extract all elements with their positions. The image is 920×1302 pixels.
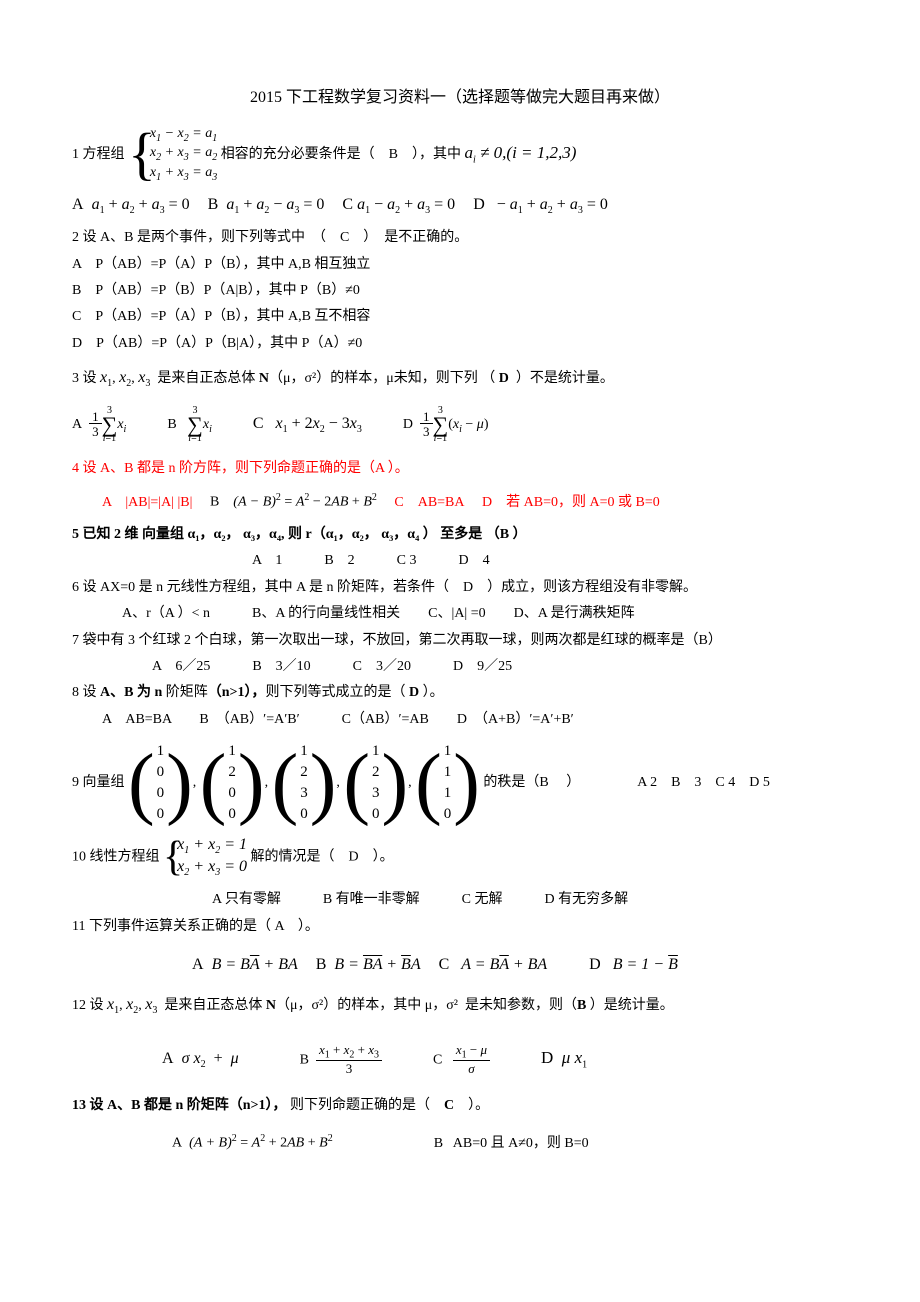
q11-line: 11 下列事件运算关系正确的是（ A ）。	[72, 916, 848, 938]
q9-opts: A 2 B 3 C 4 D 5	[637, 775, 770, 790]
q9-vec2: (1200)	[200, 741, 265, 825]
q11-options: A B = BA + BA B B = BA + BA C A = BA + B…	[192, 952, 848, 978]
q1-opt-a: A a1 + a2 + a3 = 0	[72, 192, 190, 219]
q1-opt-c: C a1 − a2 + a3 = 0	[342, 192, 455, 219]
q4-opt-b: B (A − B)2 = A2 − 2AB + B2	[210, 490, 377, 514]
q3-options: A 133∑i=1xi B 3∑i=1xi C x1 + 2x2 − 3x3 D…	[72, 406, 848, 444]
q9-vec5: (1110)	[415, 741, 480, 825]
q1-opt-d: D − a1 + a2 + a3 = 0	[473, 192, 608, 219]
q6-opts: A、r（A ）< n B、A 的行向量线性相关 C、|A| =0 D、A 是行满…	[72, 603, 848, 625]
q4-line: 4 设 A、B 都是 n 阶方阵，则下列命题正确的是（A ）。	[72, 458, 848, 480]
q6-line: 6 设 AX=0 是 n 元线性方程组，其中 A 是 n 阶矩阵，若条件（ D …	[72, 577, 848, 599]
q2-a: A P（AB）=P（A）P（B），其中 A,B 相互独立	[72, 254, 848, 276]
q1-cond: ai ≠ 0,(i = 1,2,3)	[465, 143, 577, 162]
q13-opt-b: B AB=0 且 A≠0，则 B=0	[434, 1133, 589, 1155]
q2-b: B P（AB）=P（B）P（A|B），其中 P（B）≠0	[72, 280, 848, 302]
q13-options: A (A + B)2 = A2 + 2AB + B2 B AB=0 且 A≠0，…	[172, 1131, 848, 1155]
q4-options: A |AB|=|A| |B| B (A − B)2 = A2 − 2AB + B…	[102, 490, 848, 514]
question-1: 1 方程组 { x1 − x2 = a1 x2 + x3 = a2 x1 + x…	[72, 125, 848, 184]
q2-line: 2 设 A、B 是两个事件，则下列等式中 （ C ） 是不正确的。	[72, 227, 848, 249]
q11-opt-a: A B = BA + BA	[192, 952, 298, 978]
q13-line: 13 设 A、B 都是 n 阶矩阵（n>1）， 则下列命题正确的是（ C ）。	[72, 1095, 848, 1117]
q13-opt-a: A (A + B)2 = A2 + 2AB + B2	[172, 1131, 333, 1155]
q10-prefix: 10 线性方程组	[72, 849, 160, 864]
q9-suffix: 的秩是（B ）	[483, 775, 580, 790]
q9-vec3: (1230)	[272, 741, 337, 825]
q7-opts: A 6／25 B 3／10 C 3／20 D 9／25	[72, 656, 848, 678]
q2-c: C P（AB）=P（A）P（B），其中 A,B 互不相容	[72, 306, 848, 328]
q5-opts: A 1 B 2 C 3 D 4	[72, 550, 848, 572]
page-title: 2015 下工程数学复习资料一（选择题等做完大题目再来做）	[72, 85, 848, 111]
q4-opt-d: D 若 AB=0，则 A=0 或 B=0	[482, 492, 660, 514]
q8-line: 8 设 A、B 为 n 阶矩阵（n>1），则下列等式成立的是（ D ）。	[72, 682, 848, 704]
q10: 10 线性方程组 { x1 + x2 = 1 x2 + x3 = 0 解的情况是…	[72, 835, 848, 879]
q4-opt-a: A |AB|=|A| |B|	[102, 492, 192, 514]
q10-eq1: x1 + x2 = 1	[177, 835, 247, 857]
q9-prefix: 9 向量组	[72, 775, 128, 790]
q8-opts: A AB=BA B （AB）′=A′B′ C（AB）′=AB D （A+B）′=…	[72, 709, 848, 731]
q12-opt-a: A σ x2 + μ	[162, 1046, 239, 1073]
q12-opt-b: B x1 + x2 + x33	[300, 1043, 382, 1077]
q9-vec1: (1000)	[128, 741, 193, 825]
q12-options: A σ x2 + μ B x1 + x2 + x33 C x1 − μσ D μ…	[162, 1043, 848, 1077]
q1-prefix: 1 方程组	[72, 147, 125, 162]
q3-opt-a: A 133∑i=1xi	[72, 406, 126, 444]
q12-opt-c: C x1 − μσ	[433, 1043, 490, 1077]
q1-opt-b: B a1 + a2 − a3 = 0	[208, 192, 325, 219]
q1-eq1: x1 − x2 = a1	[150, 125, 217, 145]
q10-opts: A 只有零解 B 有唯一非零解 C 无解 D 有无穷多解	[72, 889, 848, 911]
q12-opt-d: D μ x1	[541, 1044, 587, 1073]
q12-line: 12 设 x1, x2, x3 是来自正态总体 N（μ，σ²）的样本，其中 μ，…	[72, 992, 848, 1019]
q11-opt-d: D B = 1 − B	[589, 952, 678, 978]
q1-options: A a1 + a2 + a3 = 0 B a1 + a2 − a3 = 0 C …	[72, 192, 848, 219]
q11-opt-c: C A = BA + BA	[439, 952, 548, 978]
q1-eq2: x2 + x3 = a2	[150, 144, 217, 164]
q9-vec4: (1230)	[343, 741, 408, 825]
q2-d: D P（AB）=P（A）P（B|A），其中 P（A）≠0	[72, 333, 848, 355]
q1-mid: 相容的充分必要条件是（ B ），其中	[221, 147, 465, 162]
q10-eq2: x2 + x3 = 0	[177, 857, 247, 879]
q10-mid: 解的情况是（ D ）。	[250, 849, 393, 864]
q11-opt-b: B B = BA + BA	[316, 952, 421, 978]
q3-opt-b: B 3∑i=1xi	[167, 406, 212, 444]
q3-opt-d: D 133∑i=1(xi − μ)	[403, 406, 489, 444]
q3-line: 3 设 x1, x2, x3 是来自正态总体 N（μ，σ²）的样本，μ未知，则下…	[72, 365, 848, 392]
q9: 9 向量组 (1000), (1200), (1230), (1230), (1…	[72, 741, 848, 825]
q4-opt-c: C AB=BA	[394, 492, 464, 514]
q1-eq3: x1 + x3 = a3	[150, 164, 217, 184]
q5-line: 5 已知 2 维 向量组 α₁，α₂， α₃，α₄, 则 r（α₁，α₂， α₃…	[72, 524, 848, 546]
q7-line: 7 袋中有 3 个红球 2 个白球，第一次取出一球，不放回，第二次再取一球，则两…	[72, 630, 848, 652]
q3-opt-c: C x1 + 2x2 − 3x3	[253, 411, 362, 438]
